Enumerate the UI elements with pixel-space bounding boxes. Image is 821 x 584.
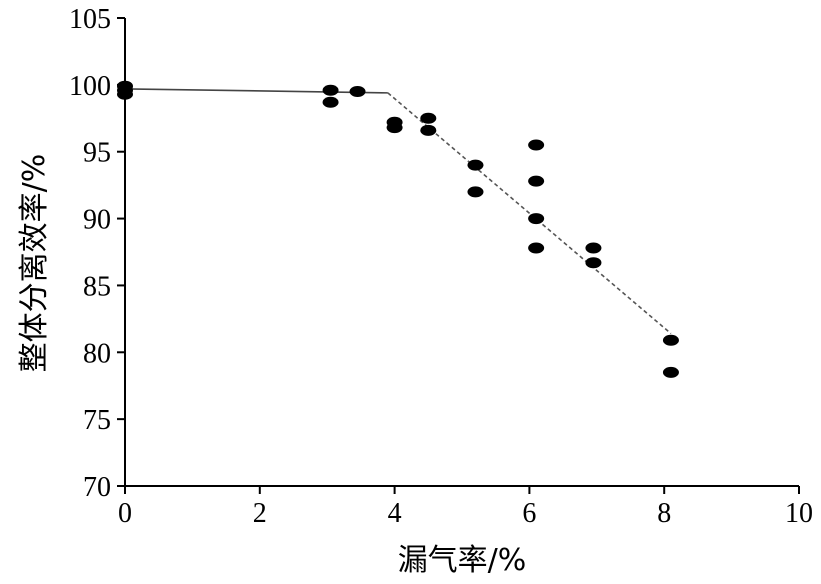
- x-tick-label: 0: [118, 498, 132, 529]
- x-axis-label: 漏气率/%: [398, 543, 527, 578]
- y-tick-label: 85: [83, 271, 111, 302]
- y-axis-label: 整体分离效率/%: [17, 154, 52, 373]
- scatter-points: [117, 80, 679, 378]
- x-tick-label: 4: [388, 498, 402, 529]
- data-point: [420, 124, 437, 136]
- y-tick-label: 70: [83, 472, 111, 503]
- x-tick-label: 10: [785, 498, 813, 529]
- x-tick-labels: 0 2 4 6 8 10: [118, 498, 813, 529]
- x-tick-label: 6: [522, 498, 536, 529]
- data-point: [322, 96, 339, 108]
- data-point: [528, 139, 545, 151]
- data-point: [662, 366, 679, 378]
- y-tick-label: 105: [69, 4, 111, 35]
- y-tick-labels: 70 75 80 85 90 95 100 105: [69, 4, 111, 503]
- data-point: [662, 334, 679, 346]
- data-point: [585, 257, 602, 269]
- dashed-fit-line: [387, 92, 672, 335]
- data-point: [585, 242, 602, 254]
- axes: [117, 17, 800, 494]
- data-point: [467, 159, 484, 171]
- fit-lines: [124, 88, 672, 335]
- y-tick-label: 80: [83, 338, 111, 369]
- x-tick-label: 8: [657, 498, 671, 529]
- y-tick-label: 100: [69, 71, 111, 102]
- y-tick-label: 75: [83, 405, 111, 436]
- solid-fit-line: [124, 88, 388, 94]
- data-point: [386, 122, 403, 134]
- data-point: [528, 242, 545, 254]
- data-point: [322, 84, 339, 96]
- data-point: [117, 88, 133, 100]
- data-point: [467, 186, 484, 198]
- y-tick-label: 90: [83, 205, 111, 236]
- data-point: [528, 175, 545, 187]
- data-point: [349, 86, 366, 98]
- x-tick-label: 2: [253, 498, 267, 529]
- y-tick-label: 95: [83, 138, 111, 169]
- data-point: [528, 213, 545, 225]
- data-point: [420, 112, 437, 124]
